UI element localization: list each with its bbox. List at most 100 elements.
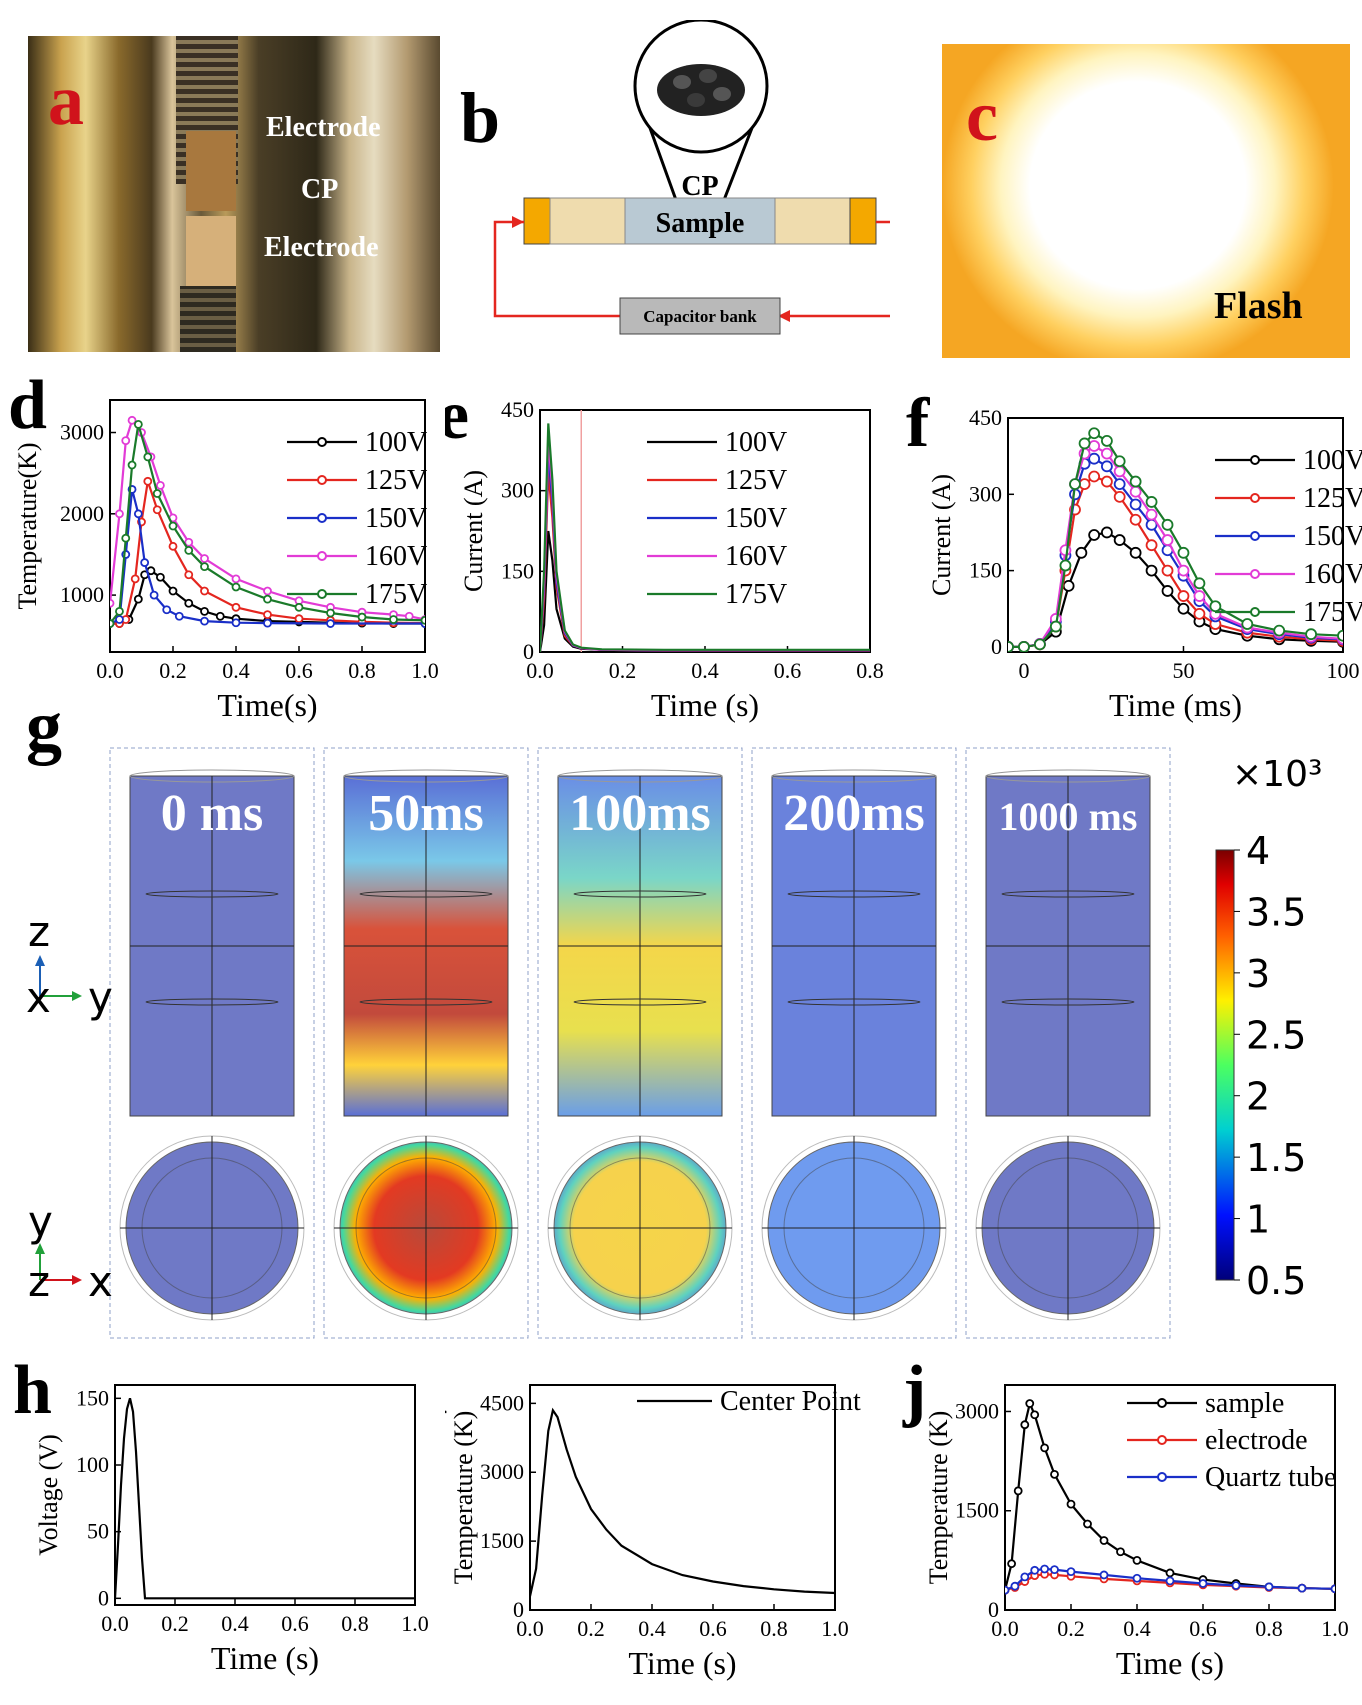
data-point (133, 509, 143, 519)
colorbar-tick-label: 2.5 (1246, 1013, 1306, 1057)
data-point (200, 562, 209, 572)
data-point (231, 582, 241, 592)
y-tick-label: 1500 (480, 1528, 524, 1553)
data-point (200, 606, 209, 616)
legend-label: 175V (1303, 597, 1362, 628)
data-point (1030, 1410, 1040, 1420)
data-point (1193, 577, 1206, 590)
y-tick-label: 0 (513, 1597, 524, 1622)
x-tick-label: 1.0 (1321, 1616, 1349, 1641)
x-tick-label: 0.0 (96, 658, 124, 683)
legend-label: 160V (365, 541, 427, 572)
y-axis-label: Voltage (V) (34, 1434, 63, 1556)
data-point (110, 619, 115, 628)
legend-marker (317, 551, 327, 561)
data-point (110, 598, 115, 608)
y-tick-label: 0 (523, 639, 534, 664)
data-point (130, 574, 140, 584)
time-label: 0 ms (161, 785, 264, 842)
data-point (168, 541, 178, 551)
legend-marker (1157, 1398, 1167, 1408)
x-tick-label: 0.0 (101, 1611, 129, 1636)
axis-indicator-top: z x y (26, 907, 113, 1022)
x-tick-label: 1.0 (821, 1616, 849, 1641)
data-point (1231, 1581, 1241, 1590)
data-point (1129, 546, 1142, 559)
legend-marker (317, 475, 327, 485)
chart-h: h 0.0 0.2 0.4 0.6 0.8 1.0 0 50 100 150 Time (s) Volt… (13, 1352, 429, 1676)
flash-label: Flash (1214, 285, 1303, 327)
y-axis-label: Temperature (K) (924, 1411, 953, 1585)
legend-label: 150V (1303, 521, 1362, 552)
data-point (1193, 607, 1206, 620)
sample-body (624, 197, 776, 245)
time-label: 100ms (569, 785, 711, 842)
data-point (1161, 585, 1174, 597)
legend-marker (1157, 1472, 1167, 1482)
data-point (1040, 1564, 1050, 1574)
data-point (1078, 437, 1091, 450)
legend-marker (1157, 1435, 1167, 1445)
plot-frame (1004, 1384, 1336, 1611)
x-tick-label: 50 (1172, 658, 1194, 683)
chart-f: f 0 50 100 0 150 300 450 Time (ms) Current (A) 100… (906, 385, 1362, 723)
data-point (1145, 539, 1158, 552)
data-point (133, 419, 143, 429)
grid-line (573, 890, 707, 898)
y-tick-label: 3000 (60, 420, 104, 445)
colorbar-tick-label: 3 (1246, 952, 1270, 996)
time-label: 200ms (783, 785, 925, 842)
grid-line (1001, 998, 1135, 1006)
data-point (263, 618, 272, 628)
arrow-icon (512, 216, 524, 228)
data-point (1129, 498, 1142, 511)
data-point (1113, 534, 1126, 546)
data-point (184, 598, 194, 608)
legend-label: 150V (725, 503, 787, 534)
panel-letter: g (26, 686, 62, 766)
y-tick-label: 0 (991, 634, 1002, 659)
cp-pellets-image (633, 18, 769, 154)
data-point (168, 586, 178, 596)
data-point (420, 615, 425, 625)
x-tick-label: 1.0 (411, 658, 439, 683)
y-tick-label: 1000 (60, 582, 104, 607)
data-point (1145, 496, 1158, 508)
data-point (143, 452, 153, 462)
chart-e: e 0.0 0.2 0.4 0.6 0.8 0 150 300 450 Time (s) Curren… (445, 377, 884, 723)
data-point (1088, 427, 1101, 440)
cell-frame (537, 747, 743, 1339)
data-point (155, 572, 165, 582)
axis-y-label: y (28, 1197, 53, 1246)
chart-j: j 0.0 0.2 0.4 0.6 0.8 1.0 0 1500 3000 Time (s) Temp… (902, 1352, 1349, 1681)
data-point (294, 602, 304, 612)
colorbar: ×10³ 4 3.5 3 2.5 2 1.5 1 0.5 (1215, 754, 1322, 1303)
data-point (263, 594, 272, 604)
data-point (1075, 546, 1088, 559)
legend-label: 100V (365, 427, 427, 458)
x-tick-label: 0.2 (1057, 1616, 1085, 1641)
panel-b-diagram: b CP Sample Capacitor bank (460, 18, 894, 350)
y-tick-label: 450 (501, 397, 534, 422)
y-tick-label: 0 (98, 1585, 109, 1610)
legend-label: 100V (725, 427, 787, 458)
grid-line (787, 998, 921, 1006)
data-point (215, 611, 225, 621)
electrode-label: Electrode (266, 112, 381, 143)
data-point (1066, 1567, 1076, 1577)
grid-line (359, 890, 493, 898)
data-point (200, 554, 209, 563)
data-point (1165, 1568, 1175, 1578)
data-point (1059, 559, 1072, 572)
simulation-cell: 100ms (537, 747, 743, 1339)
x-tick-label: 0.6 (1189, 1616, 1217, 1641)
y-tick-label: 300 (501, 478, 534, 503)
panel-letter: a (48, 60, 84, 140)
data-point (1101, 460, 1113, 473)
x-tick-label: 0.6 (285, 658, 313, 683)
x-tick-label: 0.0 (526, 658, 554, 683)
panel-a-photo: a Electrode CP Electrode (28, 36, 440, 352)
x-tick-label: 0.6 (774, 658, 802, 683)
data-point (326, 608, 335, 618)
data-point (1088, 470, 1101, 483)
